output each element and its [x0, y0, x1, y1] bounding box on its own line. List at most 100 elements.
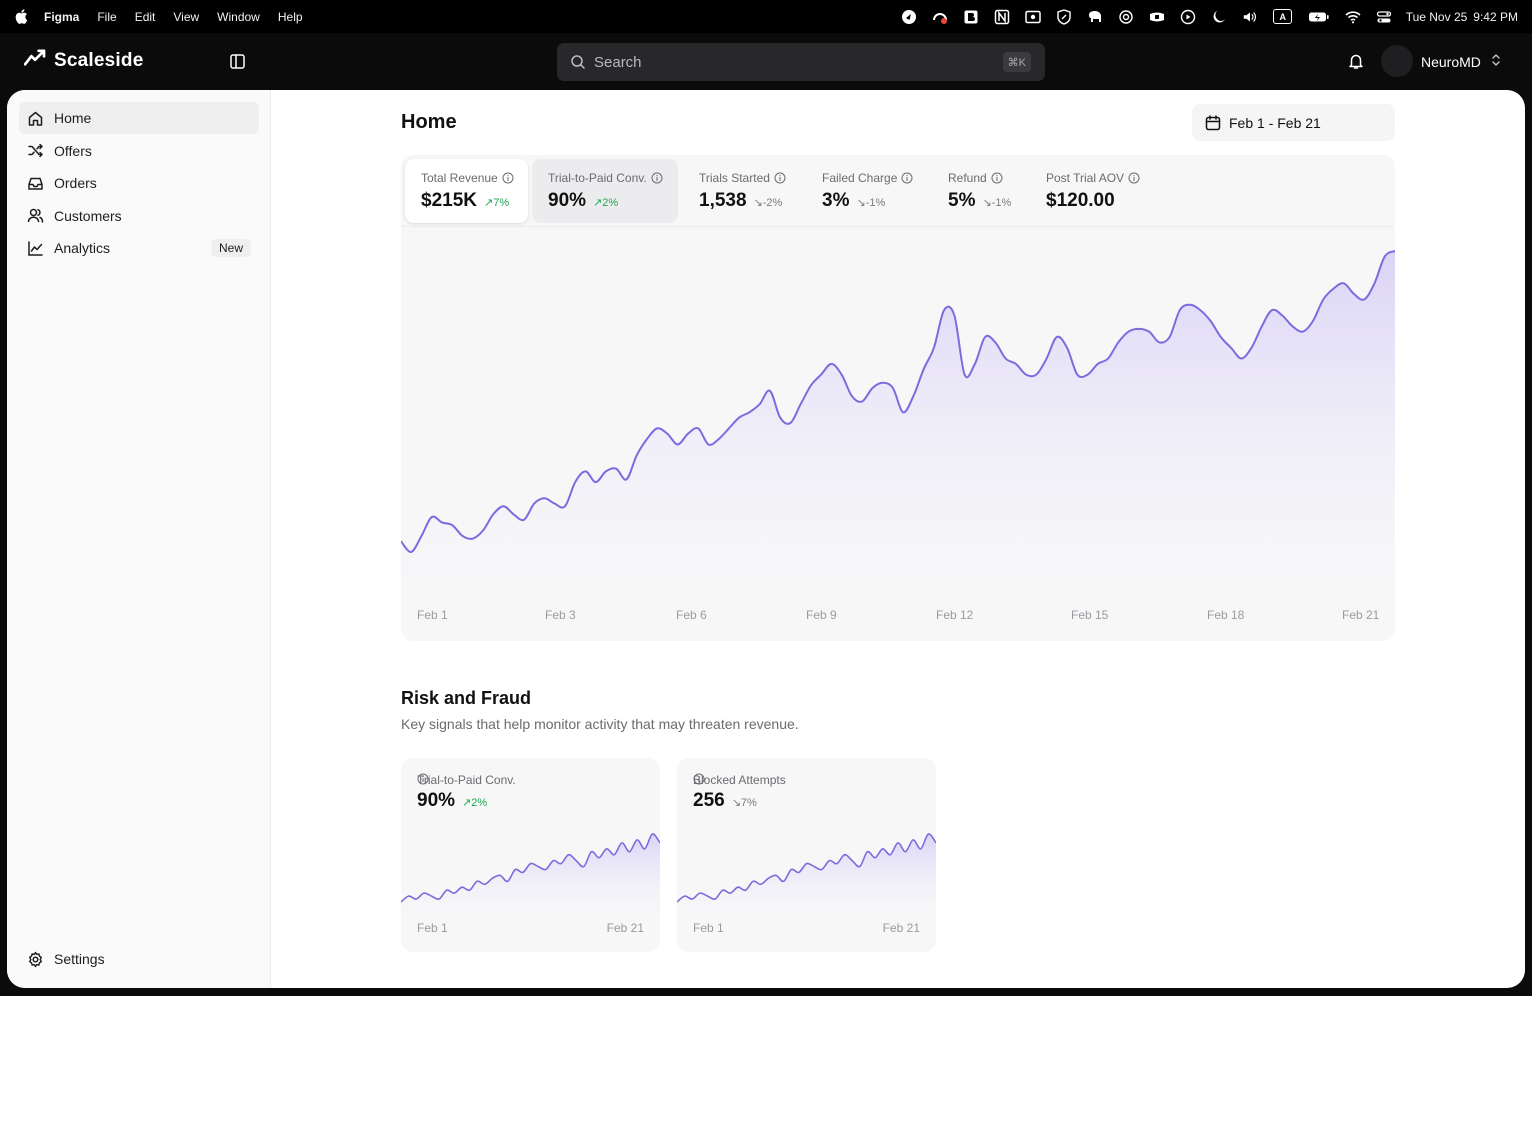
- kpi-trial-to-paid[interactable]: Trial-to-Paid Conv. 90% ↗2%: [532, 159, 678, 223]
- menu-help[interactable]: Help: [277, 9, 303, 24]
- risk-card-trial-to-paid[interactable]: Feb 1 Feb 21 Trial-to-Paid Conv. 90% ↗2%: [401, 758, 660, 952]
- kpi-delta: ↘-1%: [856, 196, 885, 209]
- menu-edit[interactable]: Edit: [134, 9, 156, 24]
- sidebar-item-home[interactable]: Home: [19, 102, 259, 134]
- kpi-refund[interactable]: Refund 5% ↘-1%: [932, 159, 1024, 223]
- sidebar-item-analytics[interactable]: Analytics New: [19, 232, 259, 264]
- sidebar-item-label: Offers: [54, 142, 92, 159]
- arrow-down-right-icon: ↘: [982, 197, 992, 209]
- kpi-total-revenue[interactable]: Total Revenue $215K ↗7%: [405, 159, 528, 223]
- revenue-area-chart[interactable]: Feb 1 Feb 3 Feb 6 Feb 9 Feb 12 Feb 15 Feb 18 Fe…: [401, 227, 1395, 641]
- blocked-attempts-mini-chart: Feb 1 Feb 21: [677, 833, 936, 935]
- trial-to-paid-mini-chart: Feb 1 Feb 21: [401, 833, 660, 935]
- status-2-icon[interactable]: [932, 9, 948, 25]
- sidebar-item-customers[interactable]: Customers: [19, 200, 259, 232]
- kpi-label: Trials Started: [699, 171, 770, 185]
- series-line: [401, 833, 660, 903]
- info-icon[interactable]: [1128, 172, 1140, 184]
- info-icon[interactable]: [774, 172, 786, 184]
- keyboard-letter: A: [1273, 9, 1293, 24]
- kpi-delta: ↗2%: [593, 196, 618, 209]
- info-icon[interactable]: [417, 773, 532, 786]
- chart-line-icon: [27, 240, 44, 257]
- org-name: NeuroMD: [1421, 53, 1481, 70]
- sidebar-nav: Home Offers Orders: [19, 102, 259, 265]
- kpi-label: Total Revenue: [421, 171, 498, 185]
- battery-icon[interactable]: [1308, 9, 1330, 25]
- menu-view[interactable]: View: [173, 9, 200, 24]
- x-tick-label: Feb 18: [1207, 608, 1245, 622]
- date-range-picker[interactable]: Feb 1 - Feb 21: [1192, 104, 1395, 141]
- sidebar-item-orders[interactable]: Orders: [19, 167, 259, 199]
- avatar[interactable]: [1381, 45, 1413, 77]
- sidebar-footer: Settings: [19, 943, 259, 976]
- play-icon[interactable]: [1180, 9, 1196, 25]
- search-bar[interactable]: ⌘K: [557, 43, 1045, 81]
- info-icon[interactable]: [651, 172, 663, 184]
- kpi-trials-started[interactable]: Trials Started 1,538 ↘-2%: [683, 159, 801, 223]
- menu-window[interactable]: Window: [217, 9, 260, 24]
- volume-icon[interactable]: [1242, 9, 1258, 25]
- sidebar-item-offers[interactable]: Offers: [19, 135, 259, 167]
- kpi-label: Blocked Attempts: [693, 773, 786, 787]
- keyboard-a-icon[interactable]: A: [1273, 9, 1293, 25]
- info-icon[interactable]: [693, 773, 802, 786]
- sidebar-toggle-icon[interactable]: [229, 53, 246, 70]
- menu-app-name[interactable]: Figma: [44, 9, 80, 24]
- kpi-label: Trial-to-Paid Conv.: [417, 773, 516, 787]
- users-icon: [27, 207, 44, 224]
- kpi-delta-value: 7%: [740, 797, 757, 809]
- kpi-delta: ↗2%: [462, 796, 487, 809]
- shield-icon[interactable]: [1056, 8, 1072, 25]
- arrow-up-right-icon: ↗: [462, 797, 472, 809]
- apple-menu-icon[interactable]: [14, 9, 28, 25]
- kpi-post-trial-aov[interactable]: Post Trial AOV $120.00: [1030, 159, 1152, 223]
- kpi-delta-value: -1%: [865, 197, 886, 209]
- status-3-icon[interactable]: [963, 9, 979, 25]
- arrow-down-right-icon: ↘: [753, 197, 763, 209]
- kpi-failed-charge[interactable]: Failed Charge 3% ↘-1%: [806, 159, 924, 223]
- search-input[interactable]: [594, 53, 974, 71]
- kpi-delta-value: -2%: [762, 197, 783, 209]
- openai-icon[interactable]: [1118, 9, 1134, 25]
- brand-name: Scaleside: [54, 49, 144, 71]
- kpi-delta-value: 7%: [493, 197, 510, 209]
- gear-icon: [27, 951, 44, 968]
- bell-icon[interactable]: [1347, 52, 1365, 70]
- status-4-icon[interactable]: [994, 9, 1010, 25]
- control-center-icon[interactable]: [1376, 9, 1392, 25]
- info-icon[interactable]: [991, 172, 1003, 184]
- area-fill: [677, 833, 936, 916]
- brand[interactable]: Scaleside: [23, 49, 144, 72]
- status-5-icon[interactable]: [1024, 9, 1041, 25]
- risk-card-blocked-attempts[interactable]: Feb 1 Feb 21 Blocked Attempts 256 ↘7%: [677, 758, 936, 952]
- menu-file[interactable]: File: [97, 9, 117, 24]
- inbox-icon: [27, 175, 44, 192]
- status-1-icon[interactable]: [901, 9, 917, 25]
- calendar-icon: [1205, 114, 1221, 131]
- moon-icon[interactable]: [1211, 9, 1227, 25]
- sidebar-item-label: Home: [54, 110, 92, 126]
- x-tick-label: Feb 1: [417, 921, 448, 935]
- info-icon[interactable]: [901, 172, 913, 184]
- kpi-delta: ↘-1%: [982, 196, 1011, 209]
- chevron-up-down-icon: [1491, 53, 1501, 70]
- wifi-icon[interactable]: [1345, 9, 1361, 25]
- menubar-clock[interactable]: Tue Nov 25 9:42 PM: [1406, 10, 1518, 24]
- arrow-down-right-icon: ↘: [731, 797, 741, 809]
- bowtie-icon[interactable]: [1149, 9, 1165, 25]
- sidebar-item-label: Customers: [54, 207, 122, 224]
- kpi-value: $215K: [421, 190, 477, 211]
- kpi-value: 1,538: [699, 190, 747, 211]
- shuffle-icon: [27, 142, 44, 159]
- elephant-icon[interactable]: [1087, 9, 1103, 25]
- search-shortcut-hint: ⌘K: [1002, 52, 1031, 72]
- x-tick-label: Feb 21: [1342, 608, 1380, 622]
- kpi-delta-value: 2%: [471, 797, 488, 809]
- info-icon[interactable]: [502, 172, 514, 184]
- page-title: Home: [401, 111, 457, 133]
- home-icon: [27, 110, 44, 127]
- sidebar-item-settings[interactable]: Settings: [19, 943, 259, 975]
- org-switcher[interactable]: NeuroMD: [1421, 53, 1501, 70]
- series-line: [677, 833, 936, 903]
